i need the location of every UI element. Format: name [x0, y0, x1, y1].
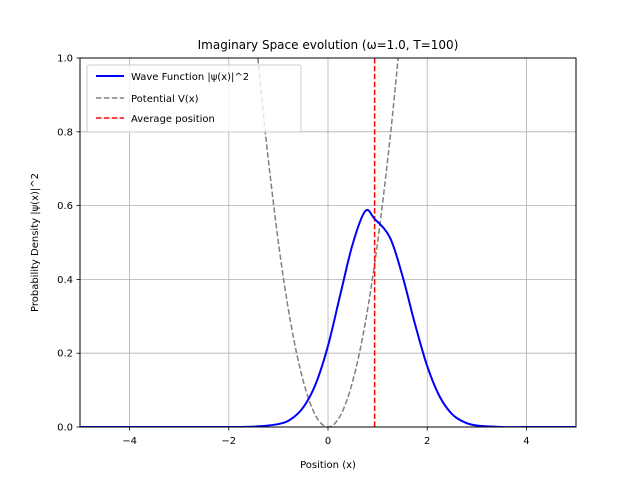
legend-label-potential: Potential V(x) — [131, 94, 199, 105]
x-tick-label: 2 — [424, 436, 430, 447]
y-tick-label: 1.0 — [57, 54, 73, 65]
x-tick-label: 0 — [325, 436, 331, 447]
legend-frame — [86, 64, 302, 133]
legend-label-average-position: Average position — [131, 114, 215, 125]
y-axis-label: Probability Density |ψ(x)|^2 — [30, 173, 41, 312]
x-tick-label: 4 — [523, 436, 529, 447]
y-tick-label: 0.4 — [57, 275, 73, 286]
y-tick-label: 0.8 — [57, 127, 73, 138]
x-tick-label: −2 — [221, 436, 236, 447]
y-tick-label: 0.0 — [57, 423, 73, 434]
series-potential — [257, 58, 399, 427]
x-axis-label: Position (x) — [300, 460, 356, 471]
legend-label-wave-function: Wave Function |ψ(x)|^2 — [131, 72, 249, 83]
x-tick-label: −4 — [122, 436, 137, 447]
ticks: −4 −2 0 2 4 0.0 0.2 0.4 0.6 0.8 1.0 — [57, 54, 529, 448]
y-tick-label: 0.6 — [57, 201, 73, 212]
y-tick-label: 0.2 — [57, 349, 73, 360]
chart-title: Imaginary Space evolution (ω=1.0, T=100) — [198, 38, 459, 52]
legend: Wave Function |ψ(x)|^2 Potential V(x) Av… — [86, 64, 302, 133]
